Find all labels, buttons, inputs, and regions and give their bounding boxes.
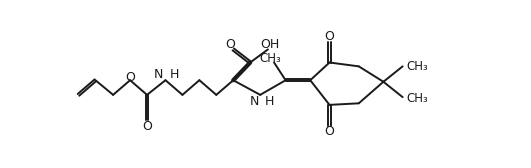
Text: N: N — [154, 68, 163, 81]
Text: OH: OH — [261, 38, 280, 51]
Text: O: O — [125, 71, 135, 84]
Text: CH₃: CH₃ — [407, 60, 429, 73]
Text: H: H — [169, 68, 179, 81]
Text: O: O — [225, 38, 235, 51]
Text: H: H — [265, 95, 274, 108]
Text: N: N — [249, 95, 259, 108]
Text: O: O — [324, 30, 335, 43]
Text: CH₃: CH₃ — [259, 52, 281, 65]
Text: CH₃: CH₃ — [407, 92, 429, 105]
Text: O: O — [142, 120, 152, 133]
Text: O: O — [324, 125, 335, 138]
